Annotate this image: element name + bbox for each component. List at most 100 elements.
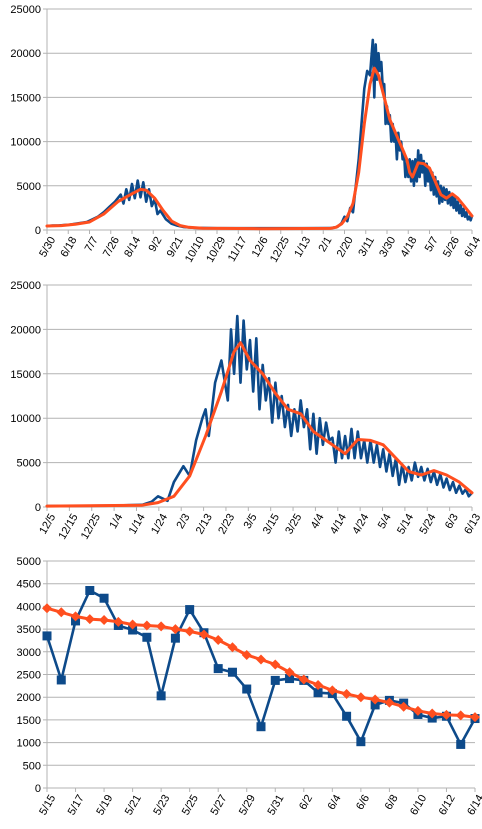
y-tick-label: 10000	[10, 413, 41, 425]
y-tick-label: 4000	[17, 601, 41, 613]
y-tick-label: 1000	[17, 738, 41, 750]
data-point-average	[298, 674, 309, 685]
data-point-average	[355, 692, 366, 703]
data-point-average	[270, 659, 281, 670]
x-tick-label: 9/2	[147, 235, 165, 254]
x-tick-label: 5/15	[37, 793, 58, 818]
x-tick-label: 5/29	[237, 793, 258, 818]
x-tick-label: 6/10	[408, 793, 429, 818]
x-tick-label: 3/15	[261, 512, 282, 537]
data-point-average	[384, 697, 395, 708]
x-tick-label: 2/1	[317, 235, 335, 254]
x-tick-label: 6/6	[354, 793, 372, 812]
x-tick-label: 2/23	[216, 512, 237, 537]
y-tick-label: 0	[35, 225, 41, 237]
x-tick-label: 2/3	[174, 512, 192, 531]
data-point-average	[198, 629, 209, 640]
x-tick-label: 4/18	[398, 235, 419, 260]
data-point-average	[398, 701, 409, 712]
x-tick-label: 5/14	[395, 512, 416, 537]
y-tick-label: 2000	[17, 692, 41, 704]
x-tick-label: 6/2	[297, 793, 315, 812]
data-point-average	[156, 621, 167, 632]
x-tick-label: 5/30	[37, 235, 58, 260]
series-line-daily	[45, 38, 474, 230]
y-tick-label: 500	[23, 760, 41, 772]
x-tick-label: 5/31	[265, 793, 286, 818]
x-tick-label: 5/23	[151, 793, 172, 818]
y-tick-label: 4500	[17, 579, 41, 591]
x-tick-label: 6/12	[437, 793, 458, 818]
data-point-daily	[185, 605, 195, 615]
data-point-average	[127, 619, 138, 630]
data-point-average	[227, 642, 238, 653]
y-tick-label: 10000	[10, 137, 41, 149]
x-tick-label: 4/4	[309, 512, 327, 531]
x-tick-label: 6/18	[58, 235, 79, 260]
data-point-average	[56, 607, 67, 618]
y-tick-label: 1500	[17, 715, 41, 727]
data-point-daily	[356, 737, 366, 747]
x-tick-label: 12/5	[37, 512, 58, 537]
data-point-average	[470, 712, 480, 723]
data-point-daily	[213, 664, 223, 674]
y-tick-label: 25000	[10, 4, 41, 16]
x-tick-label: 1/24	[149, 512, 170, 537]
x-tick-label: 9/21	[165, 235, 186, 260]
data-point-daily	[256, 722, 266, 732]
chart-1: 0 5000 10000 15000 20000 25000 5/30 6/18 7/7 7/26…	[10, 4, 482, 265]
x-tick-label: 6/3	[443, 512, 461, 531]
y-tick-label: 5000	[17, 556, 41, 568]
y-tick-label: 5000	[17, 181, 41, 193]
data-point-daily	[285, 674, 295, 684]
data-point-daily	[142, 632, 152, 642]
data-point-average	[70, 611, 81, 622]
data-point-average	[327, 685, 338, 696]
data-point-daily	[313, 688, 323, 698]
x-tick-label: 3/25	[283, 512, 304, 537]
x-tick-label: 1/4	[107, 512, 125, 531]
series-line-average	[45, 66, 474, 231]
series-line-daily	[45, 314, 474, 508]
x-tick-label: 5/19	[94, 793, 115, 818]
y-tick-label: 5000	[17, 458, 41, 470]
y-tick-label: 2500	[17, 670, 41, 682]
y-tick-label: 15000	[10, 92, 41, 104]
x-tick-label: 3/5	[242, 512, 260, 531]
y-tick-label: 0	[35, 502, 41, 514]
data-point-daily	[42, 631, 52, 641]
series-line-average	[45, 341, 474, 508]
data-point-average	[141, 620, 152, 631]
data-point-average	[99, 615, 110, 626]
data-point-average	[256, 654, 266, 665]
x-tick-label: 10/29	[204, 235, 228, 265]
y-tick-label: 0	[35, 783, 41, 795]
data-point-daily	[227, 667, 237, 677]
x-tick-label: 6/14	[465, 793, 482, 818]
y-tick-label: 15000	[10, 369, 41, 381]
x-tick-label: 12/15	[57, 512, 81, 542]
x-tick-label: 6/13	[462, 512, 482, 537]
data-point-average	[84, 614, 95, 625]
data-point-daily	[99, 593, 109, 603]
data-point-daily	[156, 691, 166, 701]
x-tick-label: 7/7	[83, 235, 101, 254]
y-tick-label: 3500	[17, 624, 41, 636]
chart-3: 0 500 1000 1500 2000 2500 3000 3500 4000 4500 5000…	[17, 556, 482, 817]
data-point-daily	[128, 625, 138, 635]
x-tick-label: 4/14	[328, 512, 349, 537]
x-tick-label: 5/24	[417, 512, 438, 537]
data-point-average	[213, 634, 224, 645]
x-tick-label: 3/30	[377, 235, 398, 260]
data-point-daily	[370, 700, 380, 710]
data-point-daily	[270, 675, 280, 685]
data-point-daily	[85, 586, 95, 596]
data-point-daily	[170, 633, 180, 643]
data-point-average	[441, 709, 452, 720]
data-point-average	[427, 708, 438, 719]
x-tick-label: 6/4	[326, 793, 344, 812]
data-point-daily	[456, 739, 466, 749]
x-tick-label: 5/27	[208, 793, 229, 818]
data-point-average	[412, 705, 423, 716]
y-tick-label: 25000	[10, 280, 41, 292]
